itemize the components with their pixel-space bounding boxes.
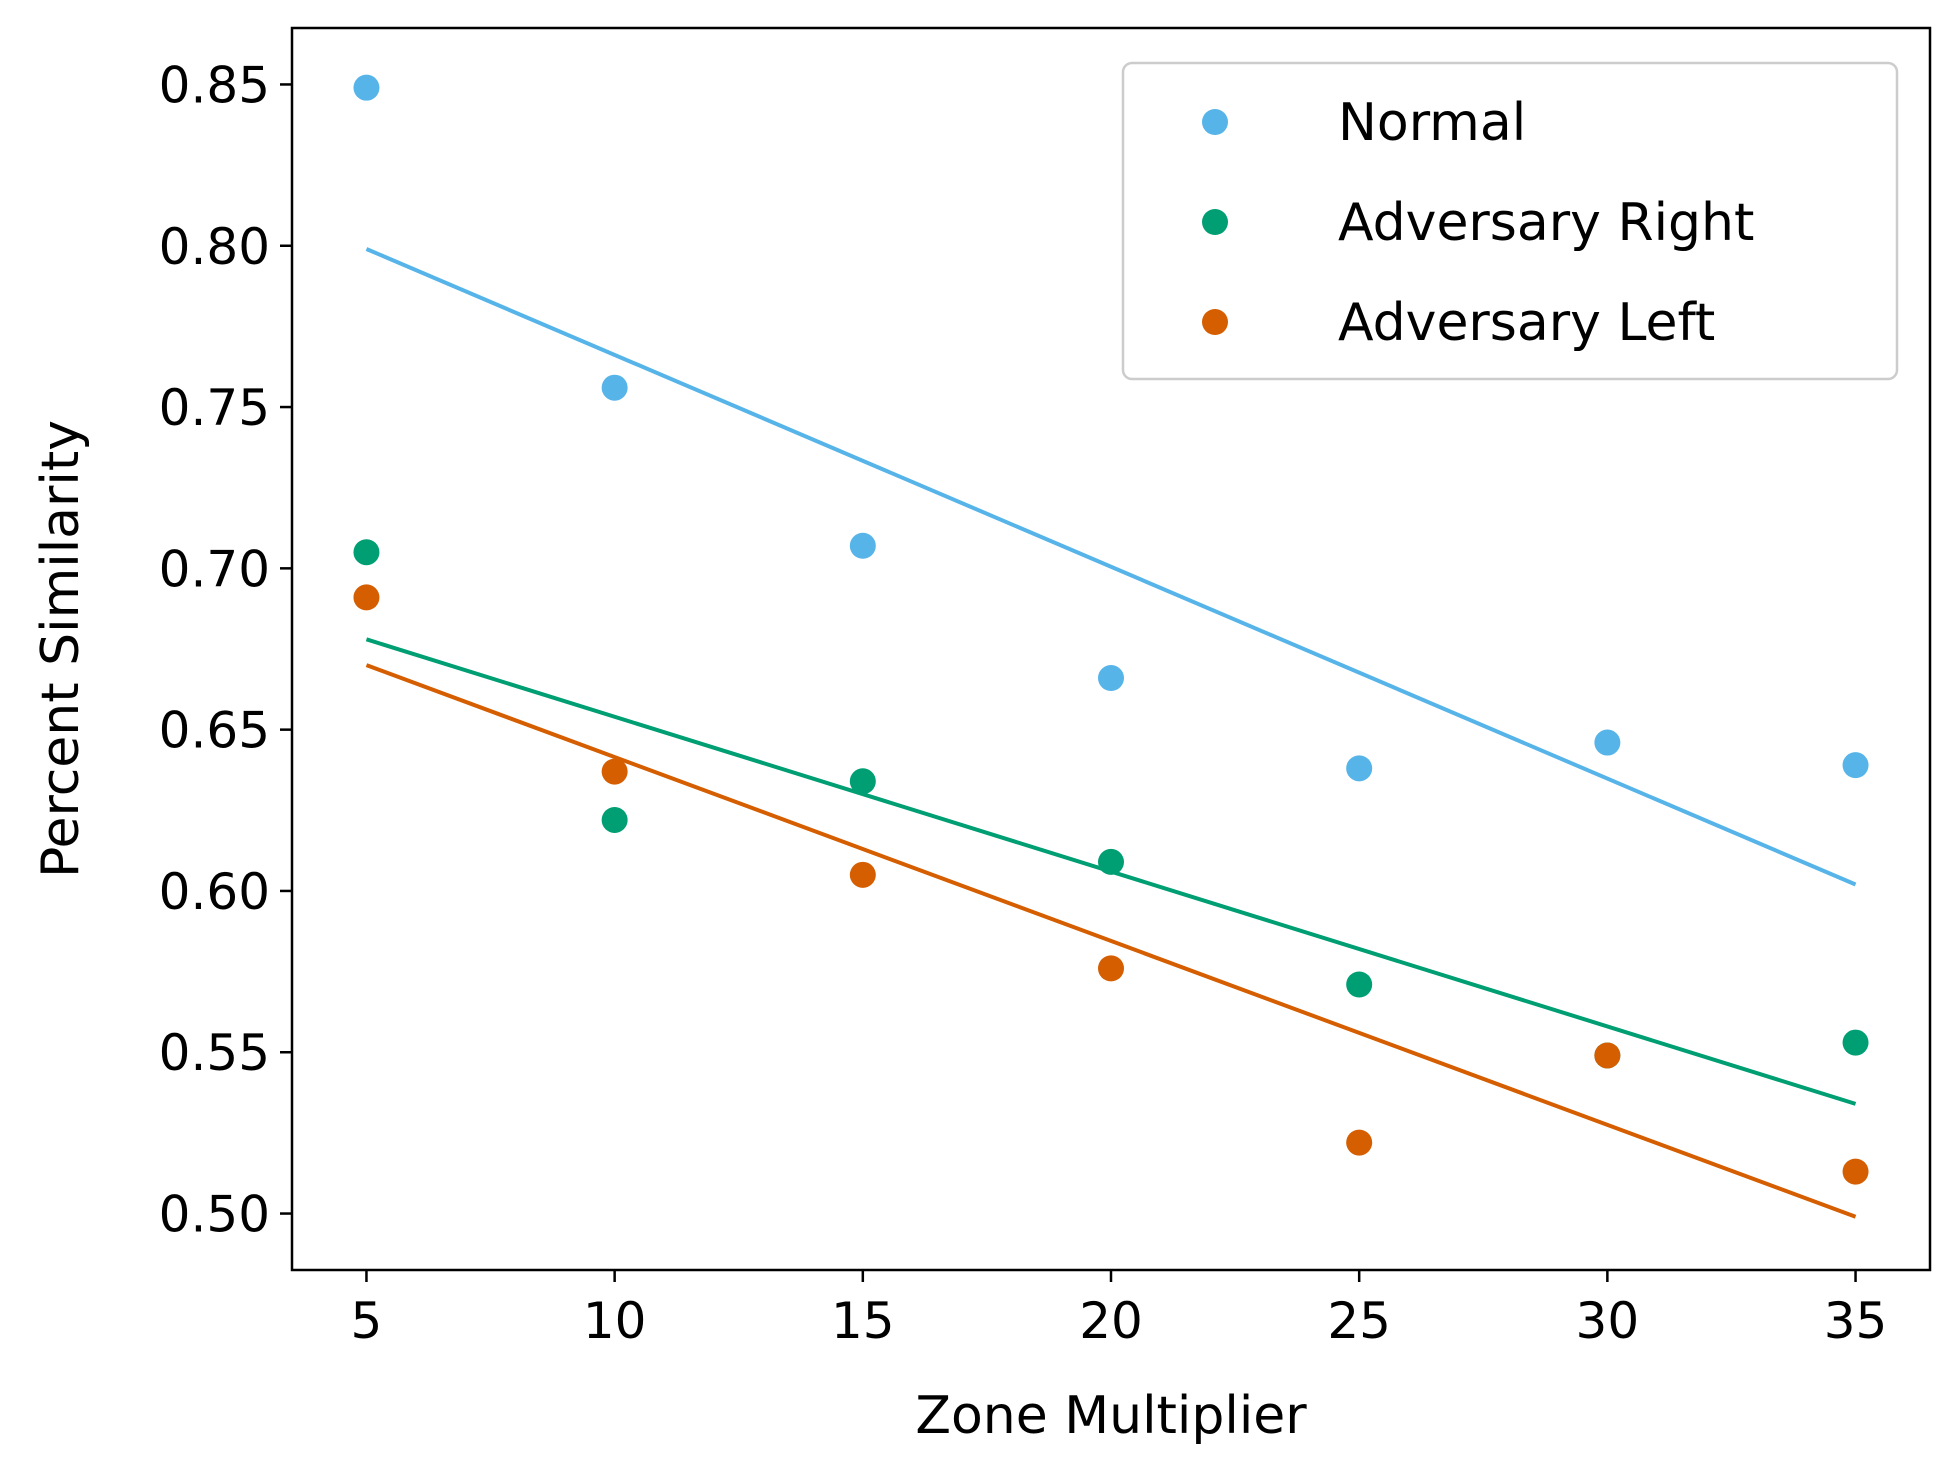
x-tick-label-20: 20: [1079, 1292, 1143, 1350]
trend-line-adversary-left: [365, 663, 1857, 1219]
point-normal-10: [601, 374, 628, 401]
point-adversary-right-35: [1842, 1029, 1869, 1056]
x-tick-label-5: 5: [351, 1292, 383, 1350]
point-adversary-right-5: [353, 539, 380, 566]
point-normal-35: [1842, 752, 1869, 779]
y-tick-label-0.65: 0.65: [159, 702, 270, 760]
point-adversary-left-5: [353, 584, 380, 611]
x-axis: 5 10 15 20 25 30 35: [351, 1270, 1888, 1350]
legend-label-adversary-left: Adversary Left: [1338, 293, 1715, 353]
trend-line-normal: [365, 247, 1857, 887]
point-adversary-left-30: [1594, 1042, 1621, 1069]
y-axis-label: Percent Similarity: [31, 420, 91, 878]
x-tick-label-35: 35: [1824, 1292, 1888, 1350]
y-tick-label-0.85: 0.85: [159, 56, 270, 114]
y-tick-label-0.60: 0.60: [159, 863, 270, 921]
point-adversary-right-25: [1346, 971, 1373, 998]
data-points: [353, 74, 1869, 1185]
x-axis-label: Zone Multiplier: [915, 1386, 1307, 1446]
point-normal-20: [1098, 665, 1124, 692]
legend-label-normal: Normal: [1338, 93, 1526, 153]
point-adversary-left-20: [1098, 955, 1124, 982]
y-tick-label-0.50: 0.50: [159, 1186, 270, 1244]
x-tick-label-30: 30: [1576, 1292, 1640, 1350]
point-adversary-right-15: [849, 768, 876, 795]
point-normal-15: [849, 532, 876, 559]
y-axis: 0.50 0.55 0.60 0.65 0.70 0.75 0.80 0.85: [159, 56, 292, 1244]
point-normal-30: [1594, 729, 1621, 756]
x-tick-label-15: 15: [831, 1292, 895, 1350]
legend-marker-adversary-right: [1202, 209, 1228, 235]
point-normal-25: [1346, 755, 1373, 782]
legend: Normal Adversary Right Adversary Left: [1121, 61, 1899, 381]
point-adversary-left-35: [1842, 1158, 1869, 1185]
y-tick-label-0.55: 0.55: [159, 1024, 270, 1082]
point-normal-5: [353, 74, 380, 101]
legend-frame: [1121, 61, 1899, 381]
point-adversary-left-25: [1346, 1129, 1373, 1156]
point-adversary-right-20: [1098, 848, 1124, 875]
y-tick-label-0.80: 0.80: [159, 218, 270, 276]
y-tick-label-0.75: 0.75: [159, 379, 270, 437]
x-tick-label-10: 10: [583, 1292, 647, 1350]
legend-marker-adversary-left: [1202, 309, 1228, 335]
x-tick-label-25: 25: [1327, 1292, 1391, 1350]
legend-marker-normal: [1202, 109, 1228, 135]
point-adversary-left-15: [849, 861, 876, 888]
point-adversary-right-10: [601, 806, 628, 833]
point-adversary-left-10: [601, 758, 628, 785]
y-tick-label-0.70: 0.70: [159, 540, 270, 598]
legend-label-adversary-right: Adversary Right: [1338, 193, 1754, 253]
